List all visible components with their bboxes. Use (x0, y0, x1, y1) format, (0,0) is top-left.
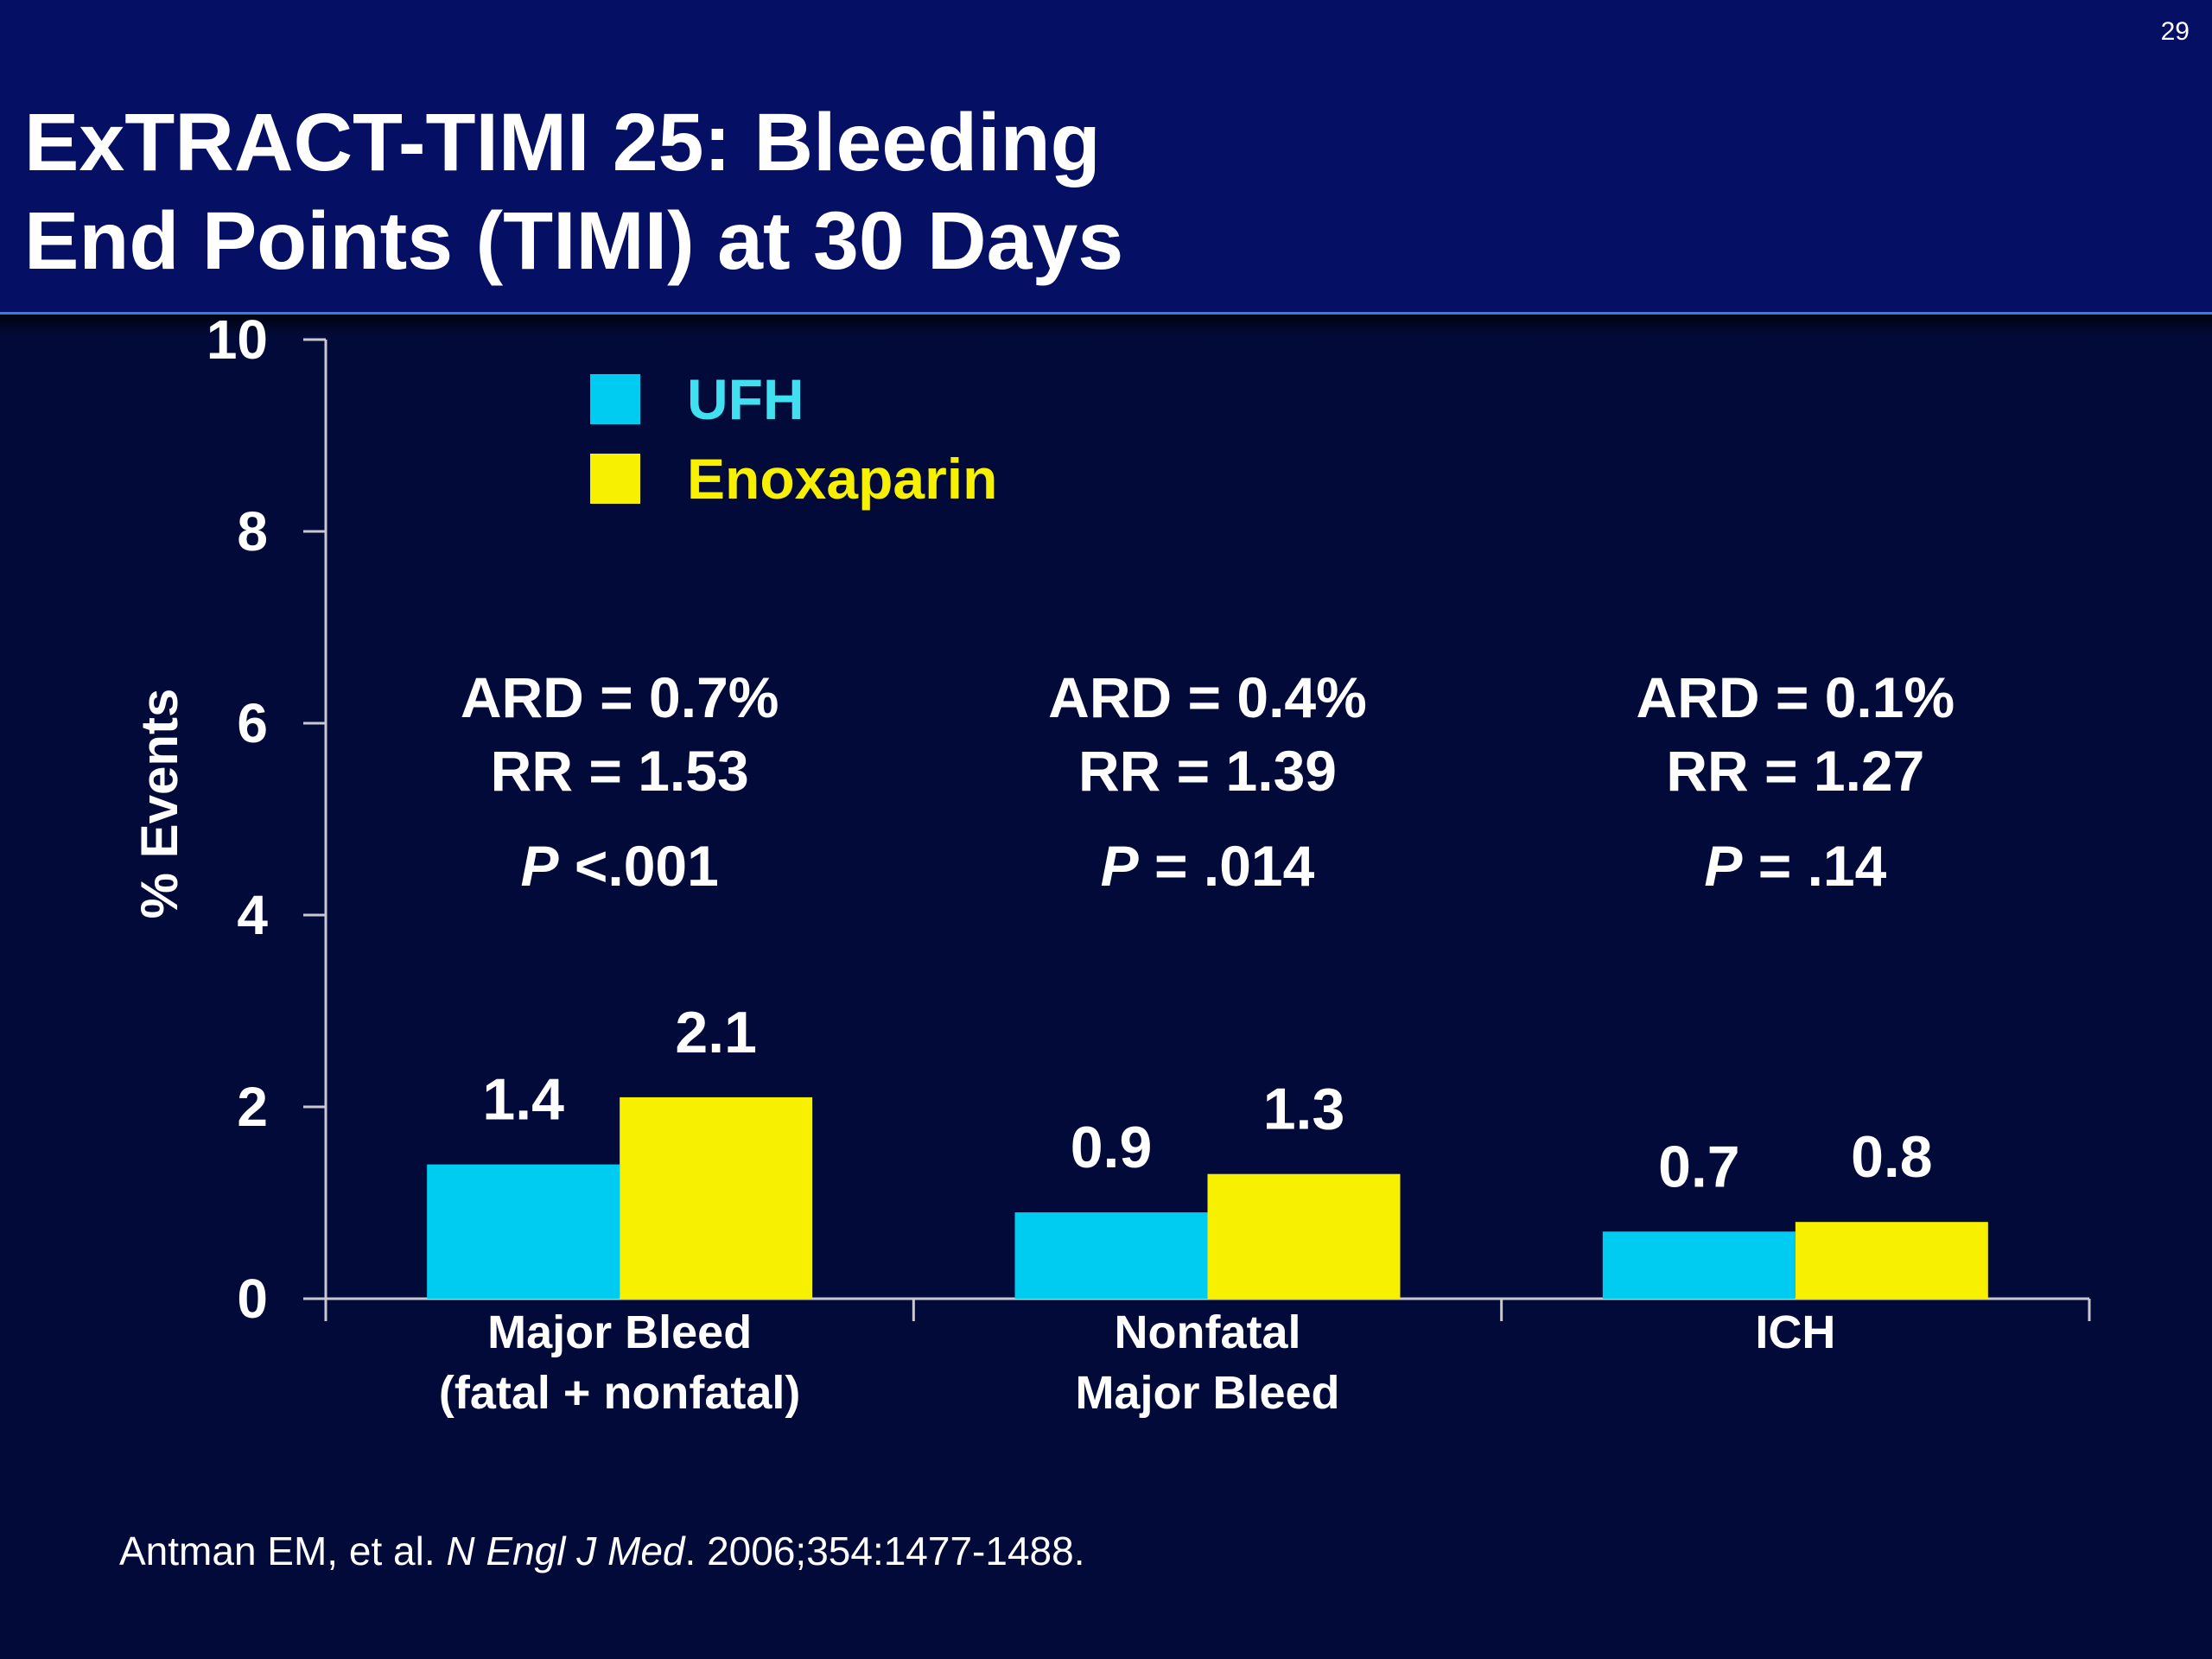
citation: Antman EM, et al. N Engl J Med. 2006;354… (119, 1528, 1084, 1574)
annotation-p-rest: = .014 (1139, 834, 1315, 898)
bar-enoxaparin-1 (1207, 1173, 1401, 1299)
annotation-rr: RR = 1.53 (491, 739, 749, 803)
bar-enoxaparin-2 (1795, 1222, 1988, 1299)
annotation-p-value: P = .014 (1101, 834, 1315, 898)
annotation-p-value: P <.001 (520, 834, 718, 898)
bar-ufh-2 (1602, 1231, 1796, 1299)
annotation-ard: ARD = 0.1% (1637, 665, 1955, 729)
slide-number: 29 (2160, 17, 2190, 46)
x-category-label: Major Bleed (1075, 1367, 1339, 1419)
bar-value-label: 1.3 (1263, 1077, 1345, 1142)
y-tick-label: 6 (237, 692, 268, 754)
legend-label-ufh: UFH (687, 367, 804, 431)
bar-enoxaparin-0 (620, 1096, 813, 1299)
slide-header (0, 0, 2212, 315)
annotation-p-symbol: P (1704, 834, 1743, 898)
annotation-p-value: P = .14 (1704, 834, 1886, 898)
x-category-label: Nonfatal (1115, 1306, 1301, 1358)
annotation-p-rest: <.001 (559, 834, 719, 898)
annotation-p-symbol: P (520, 834, 559, 898)
header-shadow (0, 315, 2212, 337)
bar-value-label: 0.7 (1658, 1134, 1740, 1199)
bar-value-label: 1.4 (482, 1067, 564, 1133)
slide-title-line-2: End Points (TIMI) at 30 Days (24, 195, 1124, 287)
citation-authors: Antman EM, et al. (119, 1529, 447, 1573)
legend-swatch-enoxaparin (590, 454, 640, 504)
citation-details: . 2006;354:1477-1488. (684, 1529, 1085, 1573)
y-tick-label: 0 (237, 1268, 268, 1330)
slide-title: ExTRACT-TIMI 25: Bleeding End Points (TI… (24, 93, 1123, 290)
bar-ufh-0 (427, 1164, 620, 1299)
annotation-p-symbol: P (1101, 834, 1140, 898)
y-tick-label: 4 (237, 884, 268, 946)
annotation-rr: RR = 1.27 (1666, 739, 1924, 803)
legend-swatch-ufh (590, 374, 640, 424)
legend-label-enoxaparin: Enoxaparin (687, 447, 997, 511)
x-category-label: (fatal + nonfatal) (439, 1367, 801, 1419)
x-category-label: ICH (1755, 1306, 1835, 1358)
x-category-label: Major Bleed (487, 1306, 752, 1358)
bar-ufh-1 (1014, 1212, 1208, 1299)
y-tick-label: 8 (237, 500, 268, 563)
bar-value-label: 0.9 (1071, 1115, 1153, 1180)
slide-title-line-1: ExTRACT-TIMI 25: Bleeding (24, 97, 1101, 188)
annotation-rr: RR = 1.39 (1078, 739, 1337, 803)
y-tick-label: 2 (237, 1076, 268, 1138)
bar-value-label: 0.8 (1851, 1124, 1933, 1190)
annotation-ard: ARD = 0.7% (461, 665, 779, 729)
annotation-p-rest: = .14 (1742, 834, 1886, 898)
citation-journal: N Engl J Med (446, 1529, 685, 1573)
annotation-ard: ARD = 0.4% (1048, 665, 1367, 729)
bar-value-label: 2.1 (675, 1000, 757, 1065)
y-tick-label: 10 (207, 308, 268, 371)
y-axis-title: % Events (130, 689, 188, 919)
